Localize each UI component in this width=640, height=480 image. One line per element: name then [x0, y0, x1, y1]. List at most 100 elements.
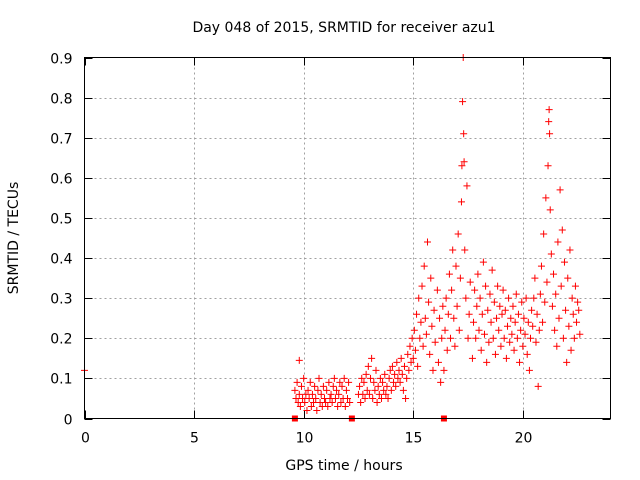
- data-point: [437, 378, 445, 386]
- y-tick-label: 0.3: [50, 292, 72, 308]
- data-point: [375, 390, 383, 398]
- data-point: [295, 390, 303, 398]
- data-point: [517, 326, 525, 334]
- data-point: [335, 390, 343, 398]
- data-point: [550, 270, 558, 278]
- data-point: [438, 334, 446, 342]
- data-point: [470, 318, 478, 326]
- x-axis: 0 5 10 15 20: [81, 57, 533, 447]
- data-point: [554, 238, 562, 246]
- data-point: [448, 286, 456, 294]
- plot-frame: [84, 57, 611, 419]
- data-point: [524, 318, 532, 326]
- data-point: [566, 246, 574, 254]
- x-tick-label: 20: [515, 431, 533, 447]
- data-point: [521, 330, 529, 338]
- data-point: [442, 294, 450, 302]
- data-point: [455, 326, 463, 334]
- data-point: [452, 262, 460, 270]
- data-point: [557, 282, 565, 290]
- data-point: [381, 370, 389, 378]
- data-point: [509, 302, 517, 310]
- data-point: [346, 398, 354, 406]
- data-point: [337, 398, 345, 406]
- data-point: [461, 246, 469, 254]
- data-point: [364, 362, 372, 370]
- data-point: [431, 338, 439, 346]
- data-point: [430, 306, 438, 314]
- data-point: [534, 382, 542, 390]
- data-point: [362, 370, 370, 378]
- data-point: [304, 386, 312, 394]
- y-tick-label: 0.2: [50, 332, 72, 348]
- data-point: [344, 394, 351, 402]
- y-tick-label: 0: [64, 413, 73, 429]
- data-point: [551, 326, 559, 334]
- data-point: [379, 378, 387, 386]
- data-point: [540, 230, 548, 238]
- data-point: [334, 402, 342, 410]
- data-point: [439, 302, 447, 310]
- data-point: [296, 402, 304, 410]
- data-point: [563, 358, 571, 366]
- data-point: [308, 390, 316, 398]
- data-point: [555, 314, 563, 322]
- data-point: [361, 394, 369, 402]
- data-point: [414, 362, 422, 370]
- data-point: [394, 374, 402, 382]
- data-point: [417, 318, 425, 326]
- data-point: [518, 298, 526, 306]
- data-point: [489, 334, 497, 342]
- data-point: [311, 382, 319, 390]
- data-point: [440, 366, 448, 374]
- data-point: [450, 314, 458, 322]
- y-tick-label: 0.4: [50, 252, 72, 268]
- data-point: [503, 322, 511, 330]
- data-point: [464, 334, 472, 342]
- data-point: [562, 306, 570, 314]
- data-point: [388, 362, 396, 370]
- data-point: [403, 374, 411, 382]
- x-axis-label: GPS time / hours: [285, 458, 402, 474]
- data-point: [532, 338, 540, 346]
- data-point: [553, 342, 561, 350]
- data-point: [511, 318, 519, 326]
- data-point: [496, 302, 504, 310]
- x-tick-label: 15: [405, 431, 423, 447]
- data-point: [454, 230, 462, 238]
- data-point: [338, 382, 346, 390]
- data-point: [356, 382, 364, 390]
- data-point: [457, 198, 465, 206]
- data-point: [558, 226, 566, 234]
- data-point: [505, 294, 513, 302]
- data-point: [317, 390, 325, 398]
- data-point: [471, 286, 479, 294]
- data-point: [382, 390, 390, 398]
- data-point: [328, 398, 336, 406]
- data-point: [479, 258, 487, 266]
- data-point: [453, 302, 461, 310]
- data-point: [466, 278, 474, 286]
- data-point: [400, 362, 408, 370]
- data-point: [436, 314, 444, 322]
- data-point: [513, 334, 521, 342]
- data-point: [390, 378, 398, 386]
- data-point: [292, 394, 300, 402]
- data-point: [391, 370, 399, 378]
- data-point: [322, 398, 330, 406]
- data-point: [433, 286, 441, 294]
- data-point: [419, 342, 427, 350]
- data-point: [336, 378, 344, 386]
- data-point: [302, 390, 310, 398]
- data-point: [546, 206, 554, 214]
- data-point: [315, 374, 323, 382]
- data-point: [393, 358, 401, 366]
- data-point: [314, 386, 322, 394]
- data-point: [552, 290, 560, 298]
- data-point: [406, 342, 414, 350]
- data-point: [530, 294, 538, 302]
- data-point: [387, 386, 395, 394]
- data-point: [445, 270, 453, 278]
- x-tick-label: 0: [81, 431, 90, 447]
- data-point: [367, 374, 375, 382]
